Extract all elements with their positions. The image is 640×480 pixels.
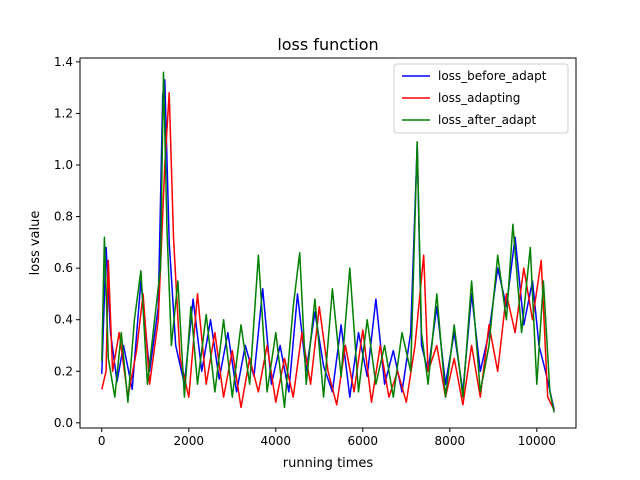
legend: loss_before_adapt loss_adapting loss_after… bbox=[393, 63, 569, 134]
y-tick-label: 1.4 bbox=[54, 55, 73, 69]
y-tick-label: 1.2 bbox=[54, 106, 73, 120]
x-tick-label: 2000 bbox=[173, 434, 204, 448]
y-tick-label: 0.8 bbox=[54, 210, 73, 224]
x-tick-label: 10000 bbox=[518, 434, 556, 448]
y-tick-label: 0.0 bbox=[54, 416, 73, 430]
x-tick-label: 4000 bbox=[261, 434, 292, 448]
x-axis: 0 2000 4000 6000 8000 10000 bbox=[98, 428, 556, 448]
y-axis-label: loss value bbox=[28, 211, 43, 276]
y-tick-label: 0.6 bbox=[54, 261, 73, 275]
legend-frame bbox=[393, 63, 569, 134]
legend-label: loss_before_adapt bbox=[438, 69, 547, 83]
y-axis: 0.0 0.2 0.4 0.6 0.8 1.0 1.2 1.4 bbox=[54, 55, 80, 430]
x-tick-label: 6000 bbox=[348, 434, 379, 448]
y-tick-label: 0.4 bbox=[54, 313, 73, 327]
x-axis-label: running times bbox=[283, 456, 374, 471]
plot-area bbox=[101, 71, 555, 413]
x-tick-label: 8000 bbox=[435, 434, 466, 448]
x-tick-label: 0 bbox=[98, 434, 106, 448]
legend-label: loss_after_adapt bbox=[438, 113, 537, 127]
y-tick-label: 0.2 bbox=[54, 364, 73, 378]
plot-frame bbox=[79, 57, 577, 429]
legend-label: loss_adapting bbox=[438, 91, 520, 105]
chart-title: loss function bbox=[277, 35, 378, 54]
y-tick-label: 1.0 bbox=[54, 158, 73, 172]
series-line-loss-after-adapt bbox=[101, 71, 555, 413]
